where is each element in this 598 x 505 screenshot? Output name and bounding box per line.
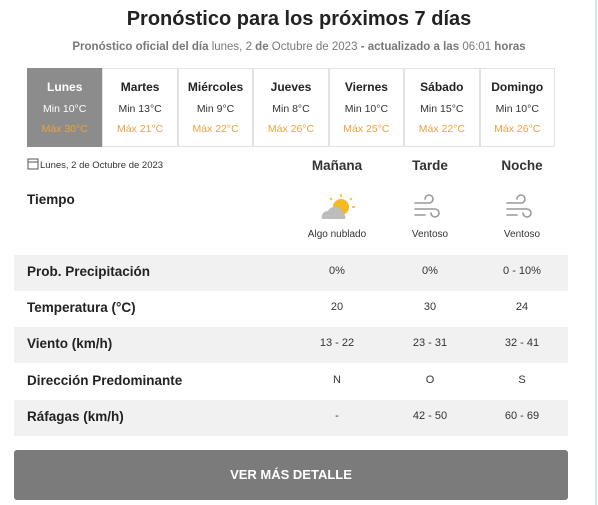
subtitle-part: lunes, 2: [211, 41, 252, 53]
day-name: Miércoles: [187, 80, 244, 94]
day-tab[interactable]: Miércoles Min 9°C Máx 22°C: [177, 68, 254, 147]
column-header: Mañana: [311, 158, 363, 173]
day-tab[interactable]: Viernes Min 10°C Máx 25°C: [328, 68, 405, 147]
row-value: 0 - 10%: [503, 265, 541, 277]
row-value: 0%: [422, 265, 438, 277]
subtitle-part: Pronóstico oficial del día: [72, 41, 209, 53]
day-min: Min 8°C: [272, 103, 310, 115]
weather-text: Ventoso: [411, 229, 449, 240]
subtitle-part: de: [255, 41, 269, 53]
row-label: Prob. Precipitación: [27, 264, 151, 279]
day-min: Min 10°C: [43, 103, 87, 115]
row-value: 30: [423, 301, 437, 314]
day-max: Máx 26°C: [494, 123, 541, 135]
row-background: [14, 327, 568, 364]
row-value: S: [518, 373, 526, 386]
weather-text: Ventoso: [503, 229, 541, 240]
row-value: 0%: [329, 265, 345, 277]
day-name: Sábado: [420, 80, 464, 94]
day-name: Jueves: [270, 80, 312, 94]
day-min: Min 15°C: [420, 103, 464, 115]
day-max: Máx 30°C: [41, 123, 88, 135]
row-value: 32 - 41: [504, 337, 540, 350]
day-max: Máx 25°C: [343, 123, 390, 135]
row-value: 42 - 50: [412, 409, 448, 422]
day-name: Lunes: [47, 80, 83, 94]
day-min: Min 10°C: [344, 103, 389, 115]
subtitle: Pronóstico oficial del día lunes, 2 de O…: [0, 41, 598, 53]
weather-text: Algo nublado: [307, 229, 367, 240]
row-value: O: [425, 373, 435, 386]
day-tab[interactable]: Sábado Min 15°C Máx 22°C: [404, 68, 480, 147]
day-name: Domingo: [491, 80, 544, 94]
day-tab[interactable]: Jueves Min 8°C Máx 26°C: [253, 68, 329, 147]
day-name: Viernes: [344, 80, 388, 94]
row-value: 24: [515, 301, 529, 314]
day-max: Máx 22°C: [418, 123, 465, 135]
row-label: Temperatura (°C): [27, 300, 136, 316]
day-tab[interactable]: Domingo Min 10°C Máx 26°C: [479, 68, 555, 147]
subtitle-part: 06:01: [462, 41, 492, 53]
row-label: Dirección Predominante: [27, 372, 183, 388]
row-background: [14, 399, 568, 436]
column-header: Noche: [501, 158, 543, 173]
row-value: 20: [330, 301, 344, 314]
day-max: Máx 22°C: [192, 123, 239, 135]
detail-button[interactable]: VER MÁS DETALLE: [14, 450, 568, 500]
date: Lunes, 2 de Octubre de 2023: [40, 160, 164, 171]
row-value: 13 - 22: [319, 337, 355, 350]
row-label: Ráfagas (km/h): [27, 408, 124, 424]
day-min: Min 13°C: [118, 103, 162, 115]
title: Pronóstico para los próximos 7 días: [126, 8, 472, 30]
row-value: N: [333, 373, 341, 386]
day-tab[interactable]: Martes Min 13°C Máx 21°C: [102, 68, 178, 147]
day-min: Min 10°C: [495, 103, 539, 115]
row-value: 60 - 69: [504, 409, 540, 422]
day-tab[interactable]: Lunes Min 10°C Máx 30°C: [27, 68, 103, 147]
row-label: Tiempo: [27, 192, 75, 207]
day-max: Máx 21°C: [117, 123, 164, 135]
column-header: Tarde: [412, 158, 448, 173]
day-name: Martes: [120, 80, 160, 94]
subtitle-part: Octubre de 2023: [271, 41, 358, 53]
subtitle-part: - actualizado a las: [360, 41, 460, 53]
row-background: [14, 255, 568, 291]
day-min: Min 9°C: [196, 103, 235, 115]
subtitle-part: horas: [494, 41, 526, 53]
row-value: -: [335, 409, 339, 422]
row-value: 23 - 31: [412, 337, 448, 350]
day-max: Máx 26°C: [267, 123, 315, 135]
row-label: Viento (km/h): [27, 336, 113, 352]
